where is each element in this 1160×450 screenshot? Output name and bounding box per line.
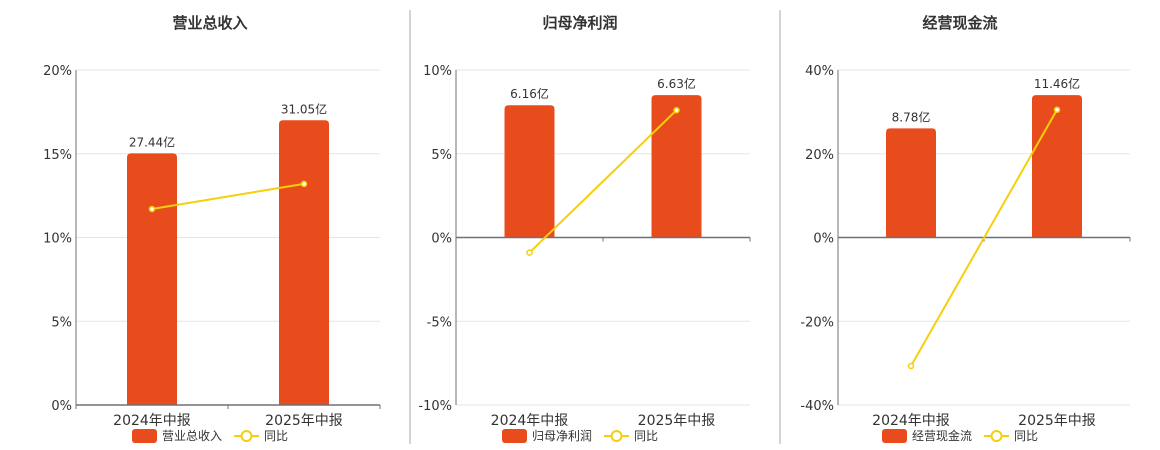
- legend-bar-label: 营业总收入: [162, 429, 222, 443]
- bar: [1032, 95, 1082, 238]
- y-tick-label: 20%: [43, 64, 72, 79]
- yoy-point: [526, 249, 533, 256]
- yoy-line: [910, 109, 1058, 367]
- legend-bar-label: 归母净利润: [532, 429, 592, 443]
- yoy-point: [673, 106, 680, 114]
- legend-line-label: 同比: [1014, 429, 1038, 443]
- yoy-point: [300, 180, 308, 188]
- bar: [279, 120, 329, 405]
- chart-panel-2: 归母净利润 -10% -5% 0% 5% 10% 6.16亿 2024年中报 6.63亿 2025…: [418, 14, 751, 443]
- legend-bar-swatch: [502, 429, 527, 443]
- legend-line-label: 同比: [634, 429, 658, 443]
- bar-data-label: 8.78亿: [892, 109, 931, 124]
- y-tick-label: -40%: [800, 399, 834, 414]
- y-tick-label: 0%: [813, 232, 834, 247]
- legend-line-marker: [610, 430, 623, 442]
- y-tick-label: 15%: [43, 148, 72, 163]
- x-tick-label: 2024年中报: [491, 413, 569, 429]
- y-tick-label: 5%: [51, 315, 72, 330]
- bar-data-label: 27.44亿: [129, 134, 175, 149]
- chart-panel-3: 经营现金流 -40% -20% 0% 20% 40% 8.78亿 2024年中报 11.46亿 2…: [800, 14, 1131, 443]
- x-tick-label: 2024年中报: [872, 413, 950, 429]
- y-tick-label: 40%: [805, 64, 834, 79]
- legend-bar-swatch: [132, 429, 157, 443]
- yoy-line: [528, 109, 678, 254]
- x-tick-label: 2024年中报: [113, 413, 191, 429]
- bar-data-label: 6.16亿: [510, 86, 549, 101]
- chart-title: 归母净利润: [542, 14, 617, 32]
- y-tick-label: -5%: [427, 315, 452, 330]
- yoy-point: [148, 205, 156, 213]
- x-tick-label: 2025年中报: [265, 413, 343, 429]
- y-tick-label: -20%: [800, 315, 834, 330]
- y-tick-label: 10%: [43, 232, 72, 247]
- yoy-line: [151, 182, 305, 211]
- bar-data-label: 6.63亿: [657, 76, 696, 91]
- y-tick-label: 20%: [805, 148, 834, 163]
- bar-data-label: 11.46亿: [1034, 76, 1080, 91]
- yoy-point: [907, 362, 915, 370]
- bar: [886, 128, 936, 238]
- y-tick-label: 0%: [431, 232, 452, 247]
- y-tick-label: 5%: [431, 148, 452, 163]
- y-tick-label: -10%: [418, 399, 452, 414]
- y-tick-label: 0%: [51, 399, 72, 414]
- bar: [127, 153, 177, 405]
- bar-data-label: 31.05亿: [281, 101, 327, 116]
- chart-title: 营业总收入: [172, 14, 247, 32]
- x-tick-label: 2025年中报: [1018, 413, 1096, 429]
- legend-line-label: 同比: [264, 429, 288, 443]
- legend-bar-swatch: [882, 429, 907, 443]
- chart-panel-1: 营业总收入 0% 5% 10% 15% 20% 27.44亿 2024年中报 31.05亿 202…: [43, 14, 381, 443]
- y-tick-label: 10%: [423, 64, 452, 79]
- bar: [504, 105, 555, 238]
- legend-bar-label: 经营现金流: [912, 428, 972, 443]
- legend-line-marker: [990, 430, 1003, 442]
- chart-title: 经营现金流: [922, 14, 997, 32]
- x-tick-label: 2025年中报: [638, 413, 716, 429]
- legend-line-marker: [240, 430, 253, 442]
- bar: [651, 95, 702, 238]
- yoy-point: [1053, 106, 1061, 114]
